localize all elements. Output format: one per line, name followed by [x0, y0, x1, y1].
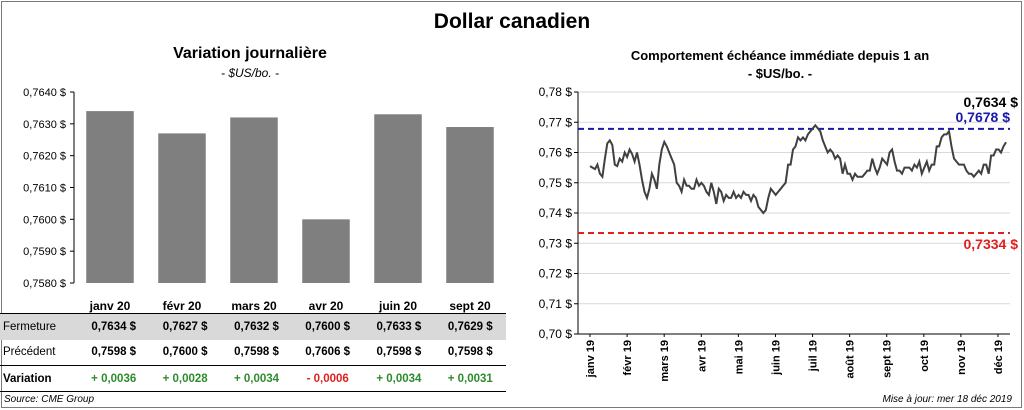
bar — [302, 219, 350, 283]
y-tick-label: 0,72 $ — [539, 267, 573, 281]
change-cell: + 0,0031 — [447, 372, 493, 385]
x-tick-label: sept 20 — [449, 299, 491, 313]
x-tick-label: juin 19 — [770, 340, 782, 376]
bar — [374, 114, 422, 284]
previous-cell: 0,7606 $ — [305, 346, 351, 359]
close-cell: 0,7634 $ — [78, 313, 150, 340]
close-cell: 0,7627 $ — [149, 313, 221, 340]
y-tick-label: 0,78 $ — [539, 85, 573, 99]
x-tick-label: juin 20 — [378, 299, 417, 313]
y-tick-label: 0,7580 $ — [23, 278, 66, 290]
y-tick-label: 0,7620 $ — [23, 151, 66, 163]
change-cell: + 0,0028 — [162, 372, 208, 385]
close-cell: 0,7633 $ — [363, 313, 435, 340]
x-tick-label: mars 20 — [231, 299, 277, 313]
table-row-close: Fermeture 0,7634 $ 0,7627 $ 0,7632 $ 0,7… — [0, 313, 506, 340]
quotes-table: Fermeture 0,7634 $ 0,7627 $ 0,7632 $ 0,7… — [0, 313, 506, 392]
bar — [86, 111, 134, 283]
table-row-previous: Précédent 0,7598 $ 0,7600 $ 0,7598 $ 0,7… — [0, 340, 506, 366]
x-tick-label: juil 19 — [808, 340, 820, 372]
bar — [230, 117, 278, 283]
x-tick-label: févr 20 — [163, 299, 202, 313]
high-value-label: 0,7678 $ — [956, 109, 1011, 125]
row-label: Variation — [3, 372, 52, 385]
x-tick-label: nov 19 — [956, 340, 968, 375]
source-note: Source: CME Group — [4, 394, 95, 405]
x-tick-label: avr 19 — [696, 340, 708, 372]
y-tick-label: 0,7630 $ — [23, 119, 66, 131]
table-row-change: Variation + 0,0036 + 0,0028 + 0,0034 - 0… — [0, 365, 506, 392]
y-tick-label: 0,70 $ — [539, 327, 573, 341]
close-cell: 0,7600 $ — [292, 313, 364, 340]
x-tick-label: sept 19 — [882, 340, 894, 378]
row-label: Fermeture — [0, 313, 78, 340]
change-cell: + 0,0036 — [91, 372, 137, 385]
change-cell: + 0,0034 — [233, 372, 280, 385]
bar-chart: 0,7640 $ 0,7630 $ 0,7620 $ 0,7610 $ 0,7600 $… — [23, 87, 494, 313]
bar-chart-subtitle: - $US/bo. - — [220, 66, 280, 80]
line-chart-subtitle: - $US/bo. - — [747, 66, 813, 81]
line-chart-title: Comportement échéance immédiate depuis 1… — [630, 48, 930, 63]
close-cell: 0,7629 $ — [434, 313, 506, 340]
change-cell: - 0,0006 — [306, 372, 349, 385]
price-line — [589, 123, 1007, 215]
previous-cell: 0,7600 $ — [162, 346, 208, 359]
y-tick-label: 0,75 $ — [539, 176, 573, 190]
x-tick-label: avr 20 — [309, 299, 344, 313]
bar — [446, 127, 494, 284]
x-tick-label: mars 19 — [659, 340, 671, 382]
x-tick-label: mai 19 — [733, 340, 745, 374]
y-tick-label: 0,76 $ — [539, 146, 573, 160]
y-tick-label: 0,77 $ — [539, 115, 573, 129]
y-tick-label: 0,7590 $ — [23, 246, 66, 258]
y-tick-label: 0,7610 $ — [23, 183, 66, 195]
x-tick-label: janv 19 — [585, 340, 597, 378]
y-tick-label: 0,7640 $ — [23, 87, 66, 99]
y-tick-label: 0,7600 $ — [23, 214, 66, 226]
previous-cell: 0,7598 $ — [447, 346, 493, 359]
x-tick-label: déc 19 — [993, 340, 1005, 374]
low-value-label: 0,7334 $ — [964, 236, 1019, 252]
update-note: Mise à jour: mer 18 déc 2019 — [882, 394, 1012, 405]
last-value-label: 0,7634 $ — [964, 94, 1019, 110]
x-tick-label: oct 19 — [919, 340, 931, 372]
close-cell: 0,7632 $ — [220, 313, 293, 340]
bar-chart-title: Variation journalière — [173, 45, 327, 62]
y-tick-label: 0,71 $ — [539, 297, 573, 311]
y-tick-label: 0,73 $ — [539, 236, 573, 250]
x-tick-label: août 19 — [845, 340, 857, 379]
row-label: Précédent — [3, 346, 56, 359]
previous-cell: 0,7598 $ — [234, 346, 279, 359]
y-tick-label: 0,74 $ — [539, 206, 573, 220]
x-tick-label: févr 19 — [622, 340, 634, 375]
page-title: Dollar canadien — [433, 10, 591, 33]
change-cell: + 0,0034 — [376, 372, 422, 385]
x-tick-label: janv 20 — [89, 299, 131, 313]
previous-cell: 0,7598 $ — [376, 346, 422, 359]
bar — [158, 133, 206, 283]
previous-cell: 0,7598 $ — [91, 346, 137, 359]
